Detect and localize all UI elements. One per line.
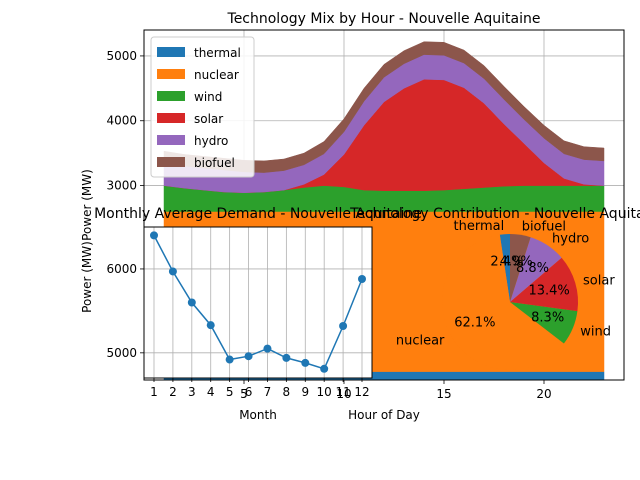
- pie-pct-biofuel: 4.9%: [500, 255, 533, 270]
- area-y-tick-label: 4000: [106, 114, 137, 128]
- line-series-group: [150, 231, 366, 373]
- pie-label-biofuel: biofuel: [522, 220, 566, 235]
- line-point: [358, 275, 366, 284]
- line-x-tick-label: 8: [283, 385, 291, 399]
- line-x-tick-label: 1: [150, 385, 158, 399]
- line-x-tick-label: 9: [301, 385, 309, 399]
- area-legend-swatch-nuclear: [157, 69, 185, 79]
- pie-pct-nuclear: 62.1%: [454, 316, 495, 331]
- line-x-tick-label: 2: [169, 385, 177, 399]
- line-plot-frame: [143, 226, 373, 379]
- area-legend-swatch-solar: [157, 113, 185, 123]
- area-plot-frame: [143, 29, 625, 381]
- area-legend-swatch-biofuel: [157, 157, 185, 167]
- area-y-axis-label: Power (MW): [80, 169, 94, 241]
- area-y-tick-label: 5000: [106, 49, 137, 63]
- pie-slice-thermal: [499, 234, 510, 302]
- line-chart-title: Monthly Average Demand - Nouvelle Aquita…: [94, 206, 422, 222]
- line-point: [282, 353, 291, 362]
- pie-slice-hydro: [510, 237, 562, 302]
- line-point: [225, 355, 234, 364]
- area-legend-swatch-wind: [157, 91, 185, 101]
- pie-chart-title: Technology Contribution - Nouvelle Aquit…: [349, 206, 640, 222]
- area-x-tick-label: 15: [436, 387, 451, 401]
- pie-label-wind: wind: [580, 324, 611, 339]
- line-point: [320, 364, 329, 373]
- line-plot-background: [144, 227, 372, 378]
- line-x-tick-label: 10: [317, 385, 332, 399]
- line-y-axis-label: Power (MW): [80, 241, 94, 313]
- area-x-tick-label: 20: [536, 387, 551, 401]
- area-x-tick-label: 5: [240, 387, 248, 401]
- area-x-axis-label: Hour of Day: [348, 408, 420, 422]
- pie-label-hydro: hydro: [552, 232, 589, 247]
- line-x-tick-label: 7: [264, 385, 272, 399]
- area-x-tick-label: 10: [336, 387, 351, 401]
- line-point: [244, 352, 253, 361]
- pie-label-solar: solar: [583, 273, 615, 288]
- pie-slice-nuclear: [442, 234, 564, 371]
- area-legend-label-solar: solar: [194, 112, 223, 126]
- pie-pct-solar: 13.4%: [528, 283, 569, 298]
- area-legend-swatch-hydro: [157, 135, 185, 145]
- pie-pct-thermal: 2.4%: [490, 254, 523, 269]
- line-x-tick-label: 3: [188, 385, 196, 399]
- pie-slice-solar: [510, 257, 579, 312]
- pie-label-nuclear: nuclear: [396, 334, 445, 349]
- area-legend-label-nuclear: nuclear: [194, 68, 239, 82]
- line-point: [150, 231, 158, 240]
- line-x-tick-label: 6: [245, 385, 253, 399]
- line-y-tick-label: 6000: [106, 262, 137, 276]
- line-point: [206, 321, 215, 330]
- area-legend-label-hydro: hydro: [194, 134, 228, 148]
- area-y-tick-label: 3000: [106, 179, 137, 193]
- pie-labels-group: thermal 2.4% nuclear 62.1% wind 8.3% solar 13.4…: [396, 219, 615, 349]
- pie-slices-group: [442, 234, 579, 371]
- pie-slice-wind: [510, 302, 578, 344]
- pie-pct-wind: 8.3%: [531, 311, 564, 326]
- line-x-axis-label: Month: [239, 408, 277, 422]
- line-point: [168, 267, 177, 276]
- line-point: [339, 321, 348, 330]
- pie-pct-hydro: 8.8%: [516, 261, 549, 276]
- area-legend-label-wind: wind: [194, 90, 222, 104]
- line-point: [301, 358, 310, 367]
- line-x-tick-label: 4: [207, 385, 215, 399]
- line-point: [263, 344, 272, 353]
- line-x-tick-label: 11: [335, 385, 350, 399]
- line-y-tick-label: 5000: [106, 346, 137, 360]
- area-legend-label-thermal: thermal: [194, 46, 241, 60]
- line-series-demand: [153, 235, 363, 370]
- area-legend-label-biofuel: biofuel: [194, 156, 235, 170]
- line-x-tick-label: 5: [226, 385, 234, 399]
- pie-chart: thermal 2.4% nuclear 62.1% wind 8.3% solar 13.4…: [349, 206, 640, 371]
- area-chart-title: Technology Mix by Hour - Nouvelle Aquita…: [227, 11, 541, 27]
- line-x-tick-label: 12: [354, 385, 369, 399]
- area-legend-swatch-thermal: [157, 47, 185, 57]
- line-point: [187, 298, 196, 307]
- pie-label-thermal: thermal: [454, 219, 505, 234]
- pie-slice-biofuel: [510, 234, 531, 302]
- area-legend: thermal nuclear wind solar hydro biofuel: [150, 36, 255, 178]
